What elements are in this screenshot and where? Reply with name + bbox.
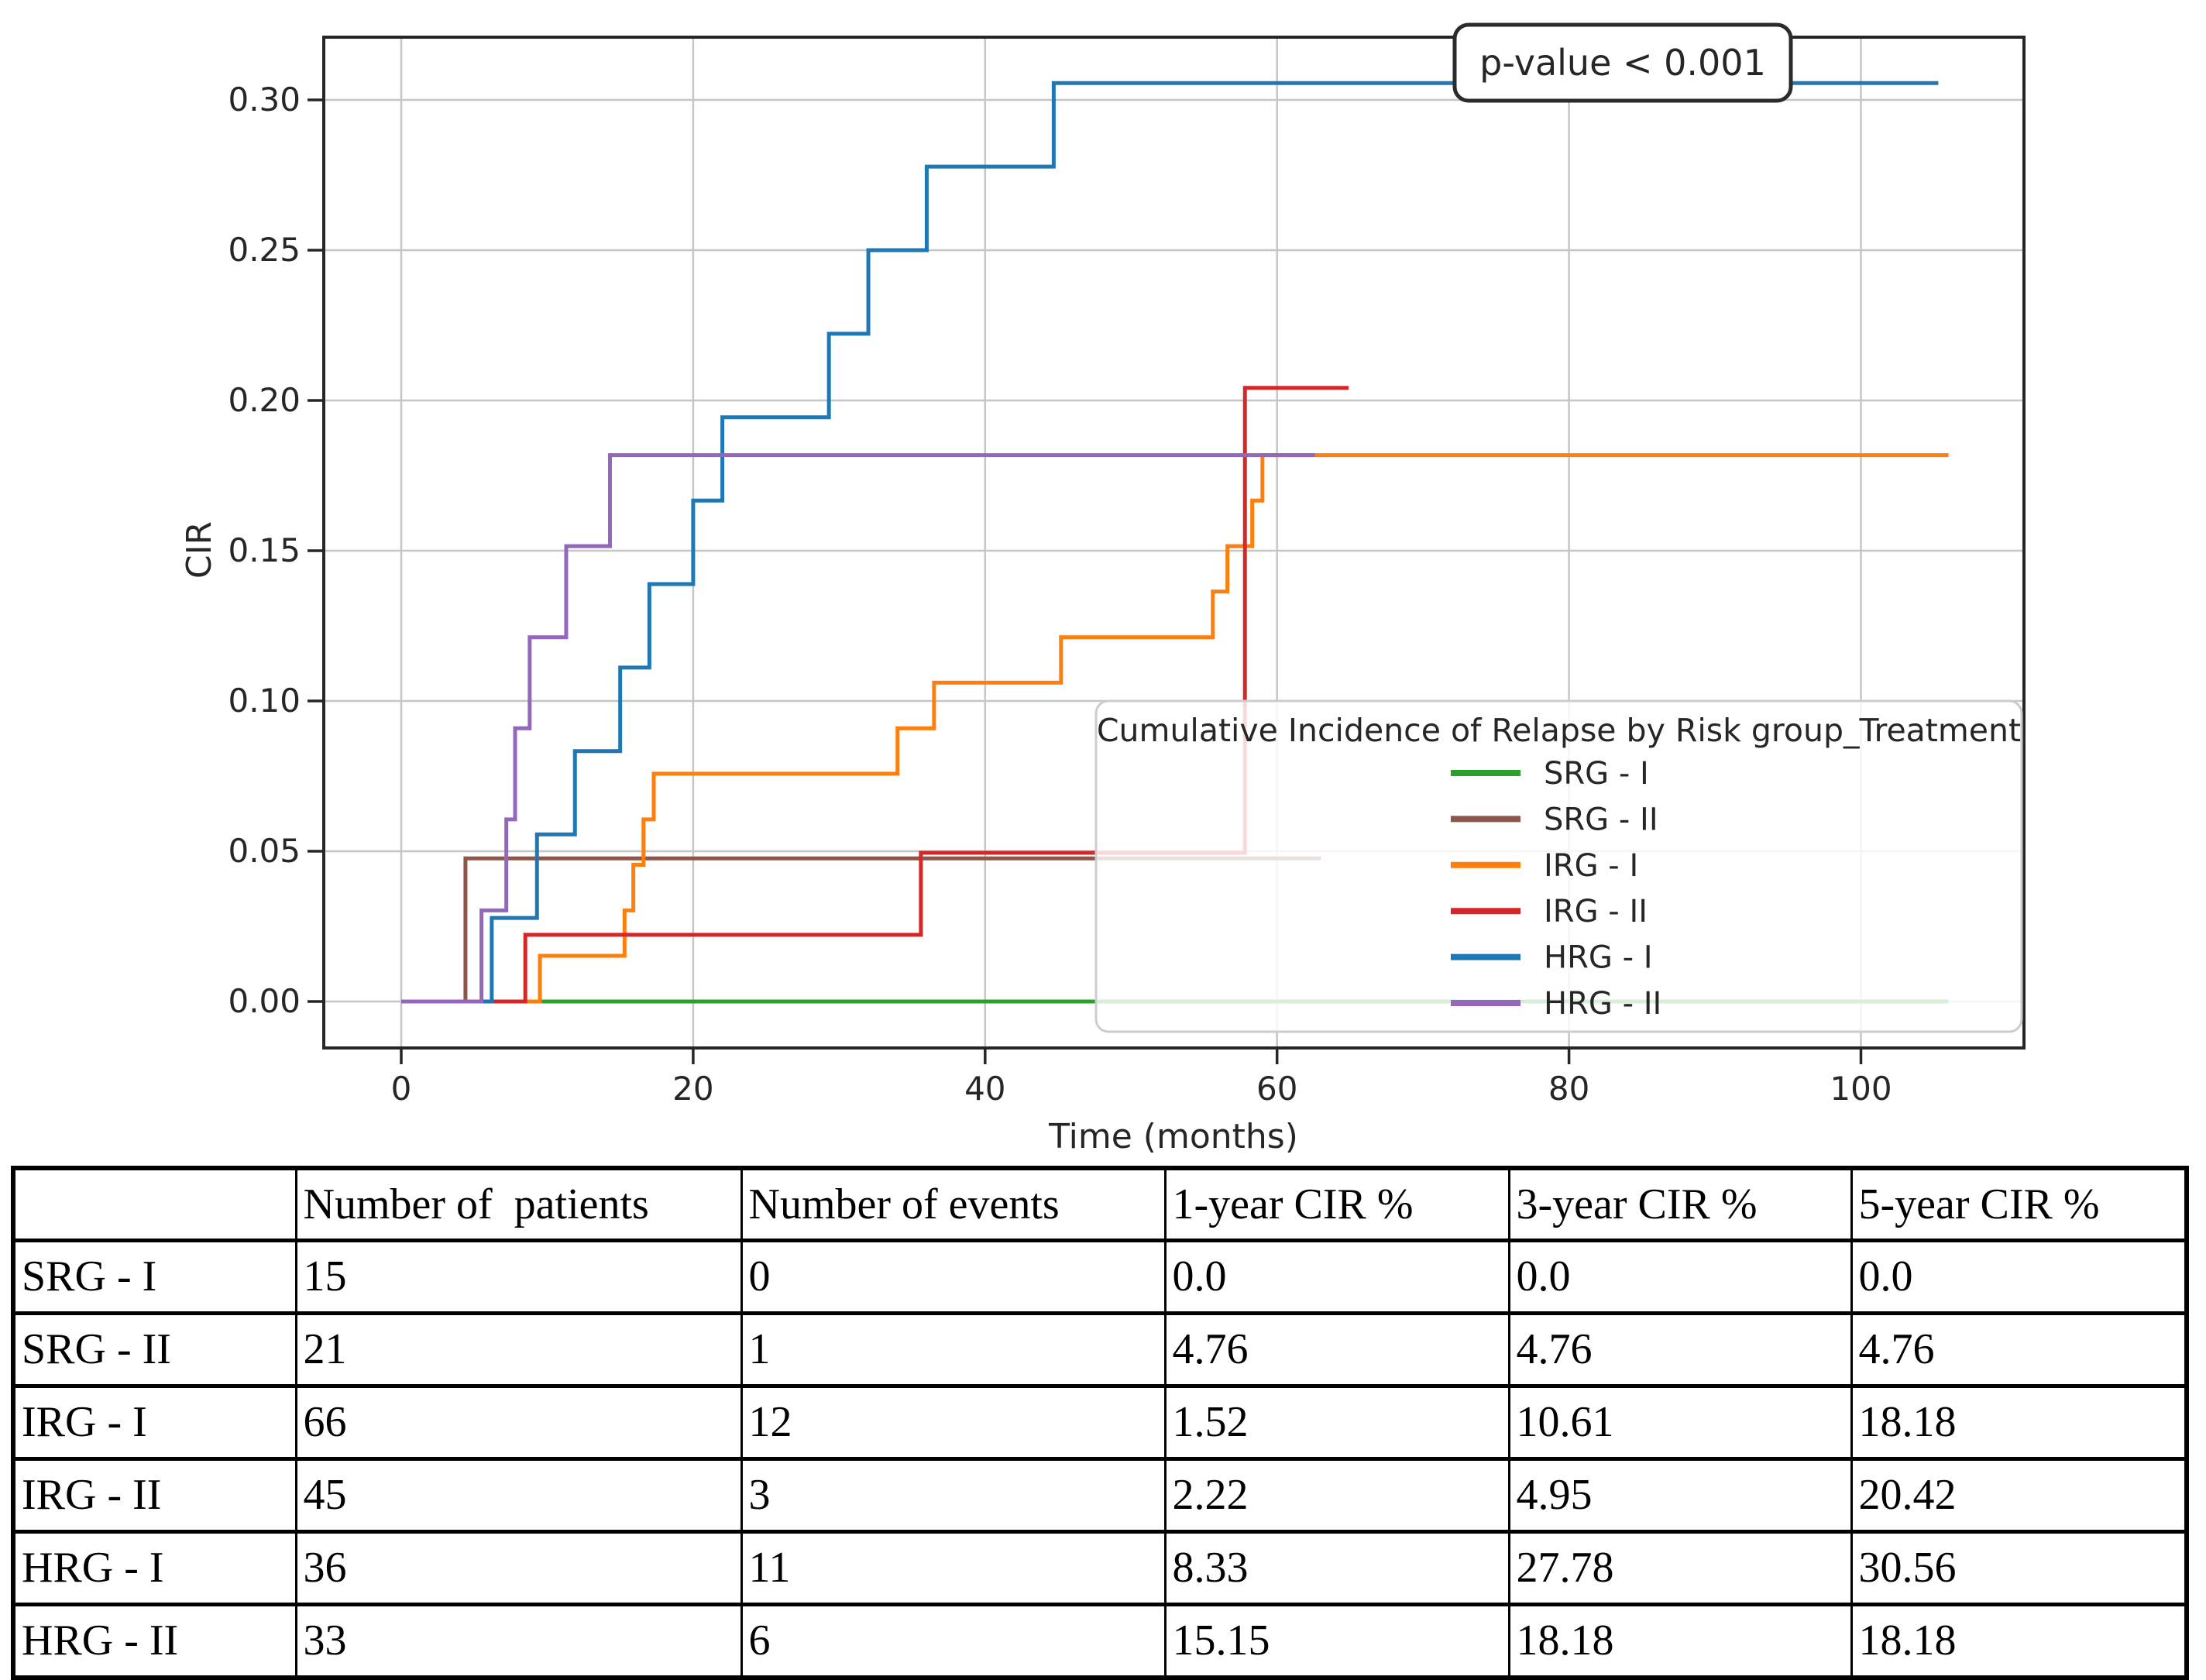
table-cell: 36 bbox=[294, 1530, 743, 1606]
table-cell: 0.0 bbox=[1163, 1239, 1510, 1315]
x-tick-label: 40 bbox=[964, 1070, 1005, 1108]
table-cell: 1.52 bbox=[1163, 1384, 1510, 1461]
table-cell: 21 bbox=[294, 1311, 743, 1388]
table-cell: 12 bbox=[740, 1384, 1167, 1461]
legend-label-srg-ii: SRG - II bbox=[1544, 802, 1658, 837]
legend-box bbox=[1094, 699, 2023, 1033]
y-tick-label: 0.10 bbox=[228, 682, 301, 720]
table-header: Number of patients Number of events 1-year… bbox=[12, 1166, 2188, 1242]
cir-chart: 0 20 40 60 80 100 0.00 0.05 0.10 0.15 0.20 0.25 0.30… bbox=[180, 22, 2026, 1156]
legend-label-srg-i: SRG - I bbox=[1544, 756, 1649, 792]
table-row-hrg-ii: HRG - II 33 6 15.15 18.18 18.18 bbox=[12, 1603, 2188, 1680]
legend-label-irg-ii: IRG - II bbox=[1544, 894, 1648, 929]
y-tick-label: 0.25 bbox=[228, 231, 301, 269]
table-cell: 18.18 bbox=[1507, 1603, 1853, 1680]
table-cell: 4.76 bbox=[1507, 1311, 1853, 1388]
y-tick-label: 0.05 bbox=[228, 832, 301, 870]
table-cell: 18.18 bbox=[1850, 1603, 2188, 1680]
series-hrg-ii bbox=[401, 453, 1315, 1004]
table-cell: 0.0 bbox=[1850, 1239, 2188, 1315]
table-cell: 15.15 bbox=[1163, 1603, 1510, 1680]
table-row-srg-i: SRG - I 15 0 0.0 0.0 0.0 bbox=[12, 1239, 2188, 1315]
table-cell: 15 bbox=[294, 1239, 743, 1315]
table-col-header: 5-year CIR % bbox=[1850, 1166, 2188, 1242]
legend-label-irg-i: IRG - I bbox=[1544, 848, 1638, 884]
table-cell: 3 bbox=[740, 1457, 1167, 1534]
table-col-header: Number of patients bbox=[294, 1166, 743, 1242]
table-row-hrg-i: HRG - I 36 11 8.33 27.78 30.56 bbox=[12, 1530, 2188, 1606]
table-cell: 1 bbox=[740, 1311, 1167, 1388]
table-col-header: 1-year CIR % bbox=[1163, 1166, 1510, 1242]
table-cell: 27.78 bbox=[1507, 1530, 1853, 1606]
x-tick-label: 100 bbox=[1830, 1070, 1892, 1108]
table-cell: 4.95 bbox=[1507, 1457, 1853, 1534]
row-label: SRG - I bbox=[12, 1239, 297, 1315]
y-tick-label: 0.15 bbox=[228, 531, 301, 569]
table-cell: 0 bbox=[740, 1239, 1167, 1315]
legend-label-hrg-ii: HRG - II bbox=[1544, 986, 1661, 1022]
series-irg-ii bbox=[401, 386, 1349, 1004]
plot-spines bbox=[322, 36, 2026, 1050]
x-tick-label: 20 bbox=[672, 1070, 713, 1108]
table-cell: 45 bbox=[294, 1457, 743, 1534]
table-cell: 0.0 bbox=[1507, 1239, 1853, 1315]
table-cell: 18.18 bbox=[1850, 1384, 2188, 1461]
y-tick-label: 0.00 bbox=[228, 982, 301, 1020]
x-tick-label: 60 bbox=[1256, 1070, 1297, 1108]
cir-summary-table: Number of patients Number of events 1-year… bbox=[11, 1166, 2189, 1680]
y-axis-label: CIR bbox=[180, 521, 219, 579]
table-cell: 11 bbox=[740, 1530, 1167, 1606]
table-row-irg-i: IRG - I 66 12 1.52 10.61 18.18 bbox=[12, 1384, 2188, 1461]
series-irg-i bbox=[401, 453, 1949, 1004]
table-cell: 10.61 bbox=[1507, 1384, 1853, 1461]
table-cell: 20.42 bbox=[1850, 1457, 2188, 1534]
table-row-srg-ii: SRG - II 21 1 4.76 4.76 4.76 bbox=[12, 1311, 2188, 1388]
legend-label-hrg-i: HRG - I bbox=[1544, 940, 1653, 976]
x-axis-label: Time (months) bbox=[1048, 1117, 1298, 1156]
table-cell: 4.76 bbox=[1850, 1311, 2188, 1388]
y-tick-label: 0.20 bbox=[228, 381, 301, 419]
table-cell: 6 bbox=[740, 1603, 1167, 1680]
row-label: IRG - II bbox=[12, 1457, 297, 1534]
table-cell: 33 bbox=[294, 1603, 743, 1680]
row-label: HRG - I bbox=[12, 1530, 297, 1606]
row-label: HRG - II bbox=[12, 1603, 297, 1680]
x-tick-label: 80 bbox=[1548, 1070, 1589, 1108]
table-cell: 2.22 bbox=[1163, 1457, 1510, 1534]
table-cell: 30.56 bbox=[1850, 1530, 2188, 1606]
series-hrg-i bbox=[401, 81, 1939, 1004]
p-value-box bbox=[1452, 22, 1793, 103]
table-col-header: Number of events bbox=[740, 1166, 1167, 1242]
row-label: IRG - I bbox=[12, 1384, 297, 1461]
y-tick-label: 0.30 bbox=[228, 81, 301, 119]
row-label: SRG - II bbox=[12, 1311, 297, 1388]
table-col-header: 3-year CIR % bbox=[1507, 1166, 1853, 1242]
table-col-header bbox=[12, 1166, 297, 1242]
table-cell: 4.76 bbox=[1163, 1311, 1510, 1388]
table-row-irg-ii: IRG - II 45 3 2.22 4.95 20.42 bbox=[12, 1457, 2188, 1534]
x-tick-label: 0 bbox=[391, 1070, 412, 1108]
cir-chart-svg: 0 20 40 60 80 100 0.00 0.05 0.10 0.15 0.20 0.25 0.30… bbox=[180, 22, 2026, 1156]
p-value-text: p-value < 0.001 bbox=[1479, 42, 1766, 84]
table-cell: 8.33 bbox=[1163, 1530, 1510, 1606]
table-body: SRG - I 15 0 0.0 0.0 0.0 SRG - II 21 1 4.76 4.76 4.… bbox=[12, 1239, 2188, 1680]
table-cell: 66 bbox=[294, 1384, 743, 1461]
legend-title: Cumulative Incidence of Relapse by Risk … bbox=[1097, 712, 2021, 749]
